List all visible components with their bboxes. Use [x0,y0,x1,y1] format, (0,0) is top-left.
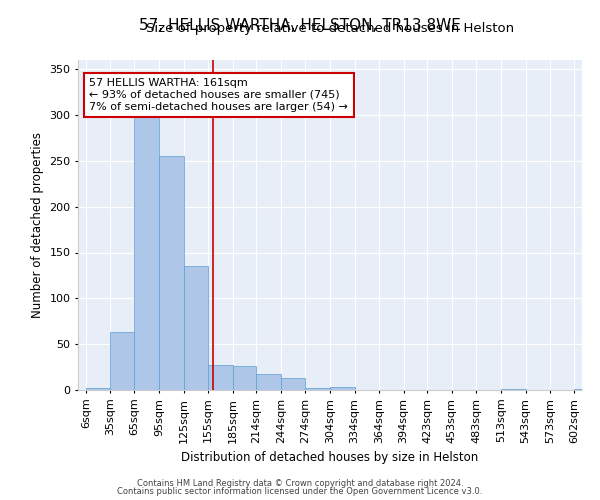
Bar [330,387,355,390]
X-axis label: Distribution of detached houses by size in Helston: Distribution of detached houses by size … [181,451,479,464]
Y-axis label: Number of detached properties: Number of detached properties [31,132,44,318]
Title: Size of property relative to detached houses in Helston: Size of property relative to detached ho… [146,22,514,35]
Bar [574,389,598,390]
Bar [233,366,256,390]
Text: Contains HM Land Registry data © Crown copyright and database right 2024.: Contains HM Land Registry data © Crown c… [137,478,463,488]
Bar [110,332,134,390]
Text: 57 HELLIS WARTHA: 161sqm
← 93% of detached houses are smaller (745)
7% of semi-d: 57 HELLIS WARTHA: 161sqm ← 93% of detach… [89,78,349,112]
Text: 57, HELLIS WARTHA, HELSTON, TR13 8WE: 57, HELLIS WARTHA, HELSTON, TR13 8WE [139,18,461,32]
Bar [208,365,233,390]
Bar [305,388,330,390]
Bar [159,156,184,390]
Bar [86,388,110,390]
Bar [184,266,208,390]
Bar [134,96,159,390]
Bar [281,378,305,390]
Text: Contains public sector information licensed under the Open Government Licence v3: Contains public sector information licen… [118,487,482,496]
Bar [256,374,281,390]
Bar [501,389,526,390]
